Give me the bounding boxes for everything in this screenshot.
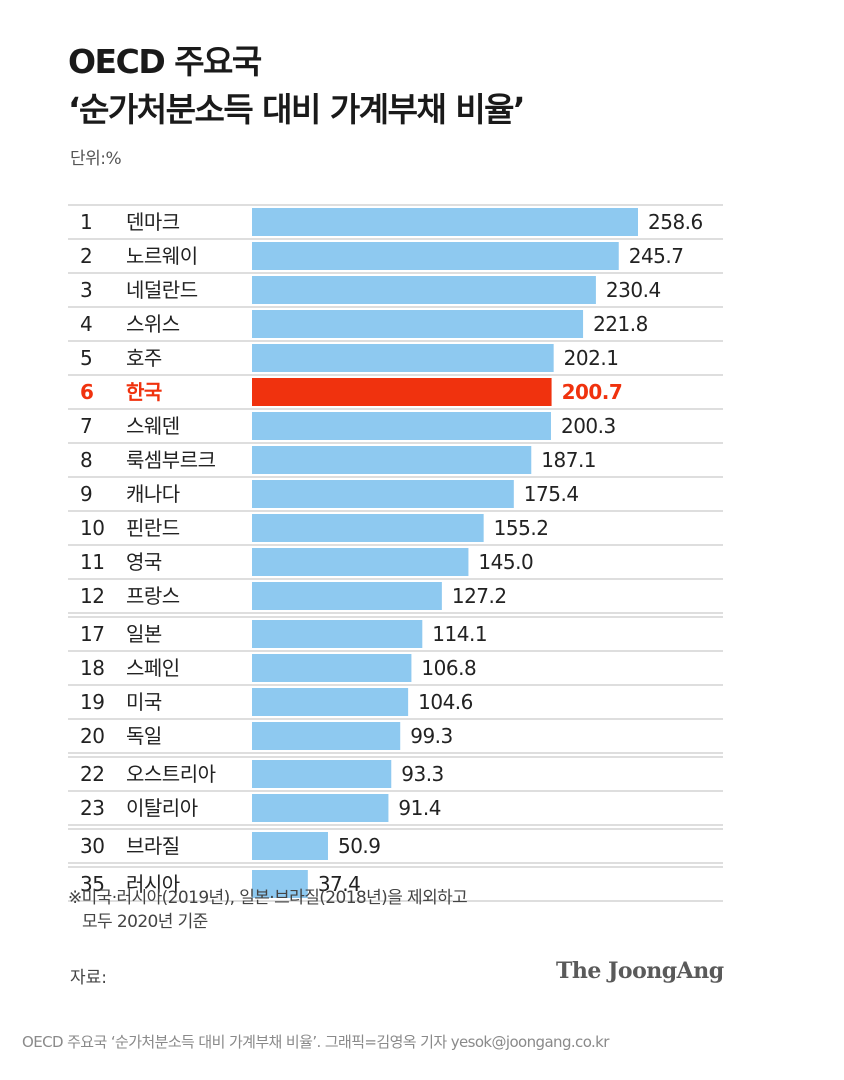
value-label: 245.7	[629, 244, 684, 268]
bar	[252, 722, 401, 750]
rank-label: 30	[80, 834, 104, 858]
category-label: 캐나다	[126, 482, 180, 506]
bar	[252, 446, 532, 474]
bar	[252, 620, 423, 648]
category-label: 호주	[126, 346, 162, 370]
value-label: 145.0	[478, 550, 533, 574]
bar	[252, 548, 469, 576]
category-label: 독일	[126, 724, 162, 748]
source-label: 자료:	[70, 968, 108, 988]
category-label: 한국	[126, 380, 162, 404]
value-label: 50.9	[338, 834, 381, 858]
value-label: 127.2	[452, 584, 507, 608]
category-label: 스위스	[126, 312, 180, 336]
footnote-line-2: 모두 2020년 기준	[82, 912, 208, 932]
value-label: 230.4	[606, 278, 661, 302]
bar	[252, 688, 409, 716]
rank-label: 3	[80, 278, 92, 302]
value-label: 202.1	[564, 346, 619, 370]
rank-label: 5	[80, 346, 92, 370]
category-label: 핀란드	[126, 516, 180, 540]
footnote: ※미국·러시아(2019년), 일본·브라질(2018년)을 제외하고 모두 2…	[68, 886, 468, 934]
category-label: 스웨덴	[126, 414, 180, 438]
bar	[252, 760, 392, 788]
rank-label: 18	[80, 656, 104, 680]
rank-label: 8	[80, 448, 92, 472]
category-label: 덴마크	[126, 210, 180, 234]
unit-label: 단위:%	[70, 149, 122, 169]
value-label: 258.6	[648, 210, 703, 234]
rank-label: 10	[80, 516, 104, 540]
image-caption: OECD 주요국 ‘순가처분소득 대비 가계부채 비율’. 그래픽=김영옥 기자…	[22, 1033, 609, 1051]
bar	[252, 412, 551, 440]
category-label: 일본	[126, 622, 162, 646]
category-label: 룩셈부르크	[126, 448, 216, 472]
bar	[252, 378, 552, 406]
value-label: 175.4	[524, 482, 579, 506]
bar	[252, 832, 328, 860]
rank-label: 22	[80, 762, 104, 786]
value-label: 221.8	[593, 312, 648, 336]
value-label: 114.1	[432, 622, 487, 646]
bar	[252, 480, 514, 508]
rank-label: 12	[80, 584, 104, 608]
category-label: 프랑스	[126, 584, 180, 608]
chart-title: OECD 주요국 ‘순가처분소득 대비 가계부채 비율’	[68, 38, 526, 134]
bar	[252, 794, 389, 822]
value-label: 99.3	[410, 724, 453, 748]
category-label: 스페인	[126, 656, 180, 680]
category-label: 오스트리아	[126, 762, 216, 786]
rank-label: 1	[80, 210, 92, 234]
rank-label: 7	[80, 414, 92, 438]
value-label: 200.7	[562, 380, 623, 404]
rank-label: 9	[80, 482, 92, 506]
value-label: 155.2	[494, 516, 549, 540]
rank-label: 20	[80, 724, 104, 748]
rank-label: 35	[80, 872, 104, 896]
bar	[252, 582, 442, 610]
bar	[252, 870, 308, 898]
bar	[252, 514, 484, 542]
bar	[252, 276, 596, 304]
rank-label: 17	[80, 622, 104, 646]
category-label: 미국	[126, 690, 162, 714]
chart-title-line-1: OECD 주요국	[68, 42, 262, 81]
rank-label: 4	[80, 312, 92, 336]
bar	[252, 208, 638, 236]
value-label: 104.6	[418, 690, 473, 714]
bar	[252, 654, 412, 682]
bar	[252, 344, 554, 372]
category-label: 영국	[126, 550, 162, 574]
category-label: 브라질	[126, 834, 180, 858]
rank-label: 19	[80, 690, 104, 714]
bar	[252, 242, 619, 270]
category-label: 러시아	[126, 872, 180, 896]
rank-label: 11	[80, 550, 104, 574]
category-label: 네덜란드	[126, 278, 198, 302]
rank-label: 6	[80, 380, 93, 404]
value-label: 200.3	[561, 414, 616, 438]
value-label: 93.3	[401, 762, 444, 786]
value-label: 91.4	[398, 796, 441, 820]
footnote-line-1: ※미국·러시아(2019년), 일본·브라질(2018년)을 제외하고	[68, 888, 468, 908]
value-label: 187.1	[541, 448, 596, 472]
value-label: 37.4	[318, 872, 361, 896]
chart-title-line-2: ‘순가처분소득 대비 가계부채 비율’	[68, 90, 526, 129]
category-label: 이탈리아	[126, 796, 198, 820]
category-label: 노르웨이	[126, 244, 198, 268]
bar	[252, 310, 584, 338]
rank-label: 23	[80, 796, 104, 820]
joongang-logo: The JoongAng	[556, 958, 724, 984]
rank-label: 2	[80, 244, 92, 268]
value-label: 106.8	[421, 656, 476, 680]
